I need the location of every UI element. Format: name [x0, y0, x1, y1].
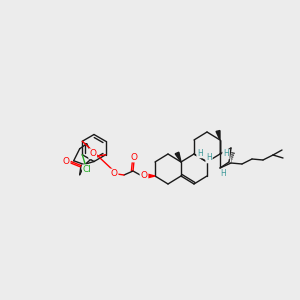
Polygon shape: [175, 152, 181, 162]
Text: O: O: [140, 172, 148, 181]
Polygon shape: [147, 174, 155, 178]
Text: H: H: [223, 149, 229, 158]
Text: Cl: Cl: [83, 165, 92, 174]
Text: H: H: [197, 148, 203, 158]
Text: H: H: [206, 154, 212, 163]
Text: O: O: [110, 169, 118, 178]
Polygon shape: [216, 130, 220, 140]
Text: O: O: [62, 157, 70, 166]
Text: O: O: [89, 149, 96, 158]
Text: O: O: [130, 152, 137, 161]
Text: H: H: [220, 169, 226, 178]
